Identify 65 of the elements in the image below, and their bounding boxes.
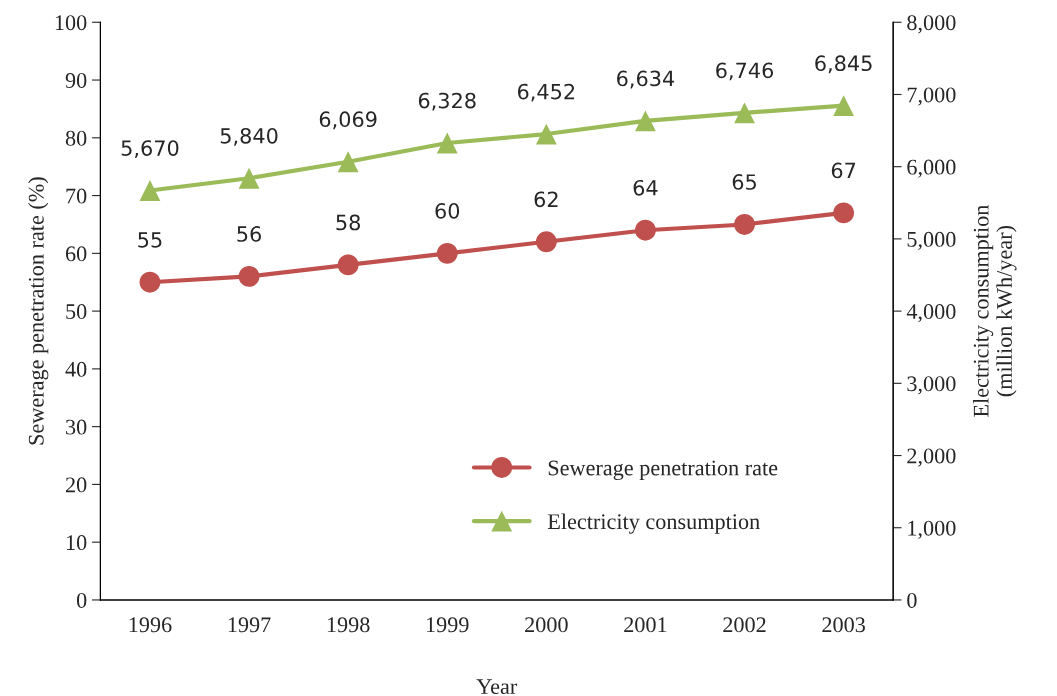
y-tick-label: 70 [66,188,87,204]
point [238,266,260,287]
x-tick-label: 1999 [426,617,469,633]
y-tick-label: 100 [55,15,87,31]
point [535,123,557,145]
point [734,102,755,124]
data-label: 6,746 [716,62,774,81]
y2-tick-label: 3,000 [907,376,956,395]
y2-tick-label: 8,000 [907,15,956,34]
point [337,254,359,276]
y-tick-label: 30 [66,419,87,435]
y-tick-label: 40 [65,361,87,377]
x-tick-label: 1996 [129,617,172,633]
y2-tick-label: 7,000 [907,87,956,106]
y2-tick-label: 5,000 [907,231,956,251]
point [635,110,656,132]
data-label: 6,634 [617,70,675,89]
y-axis-title: Sewerage penetration rate (%) [28,177,49,445]
y-tick-label: 0 [76,592,87,608]
y-tick-label: 80 [65,130,87,146]
x-axis-title: Year [476,679,518,695]
x-tick-label: 2002 [723,617,766,633]
point [139,271,161,293]
data-label: 5,840 [220,127,278,146]
x-tick-label: 1998 [327,617,370,633]
x-tick-label: 2001 [624,617,667,633]
point [139,180,161,201]
data-label: 56 [237,226,261,242]
x-tick-label: 2000 [525,617,568,633]
point [436,132,458,154]
point [436,242,458,264]
y2-tick-label: 6,000 [907,159,956,178]
data-label: 55 [138,232,162,248]
y-tick-label: 10 [66,535,87,551]
x-tick-label: 1997 [228,617,271,633]
data-label: 65 [732,174,756,190]
y2-tick-label: 2,000 [907,448,956,467]
point [535,231,557,253]
y2-tick-label: 4,000 [906,304,956,323]
y2-tick-label: 0 [907,592,917,608]
data-label: 6,069 [319,111,377,130]
data-label: 67 [831,162,856,179]
point [635,219,656,241]
data-label: 62 [534,191,558,208]
point [337,151,359,173]
legend-label: Sewerage penetration rate [548,460,778,481]
y2-axis-title: Electricity consumption (million kWh/year) [973,204,1017,417]
data-label: 58 [336,214,360,231]
point [238,167,260,189]
point [734,214,755,235]
x-tick-label: 2003 [822,617,865,633]
data-label: 60 [435,202,460,219]
y-tick-label: 60 [65,246,87,262]
point [833,95,855,117]
data-label: 5,670 [121,140,179,159]
data-label: 64 [633,179,658,196]
y-tick-label: 90 [65,72,87,88]
data-label: 6,328 [418,92,476,111]
legend-label: Electricity consumption [547,513,760,534]
y-tick-label: 50 [66,304,87,320]
y2-tick-label: 1,000 [908,520,956,539]
y-tick-label: 20 [65,477,87,493]
data-label: 6,452 [517,83,575,102]
data-label: 6,845 [815,55,872,74]
point [833,202,855,224]
